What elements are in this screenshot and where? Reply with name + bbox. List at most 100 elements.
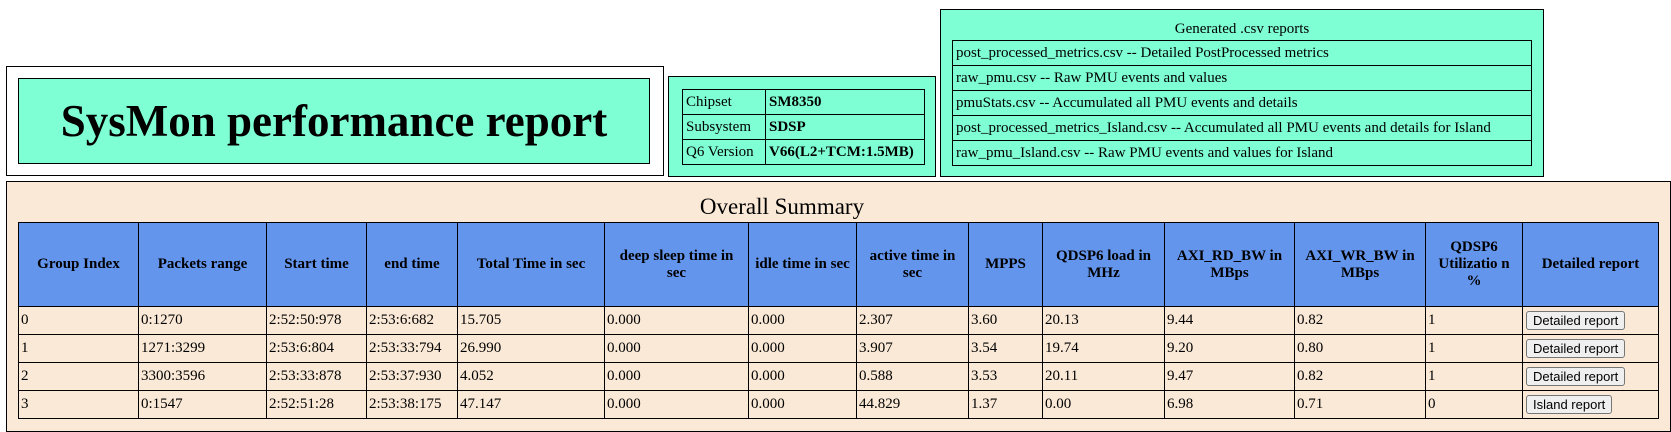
table-cell: 15.705	[457, 306, 605, 335]
table-row: 0 0:1270 2:52:50:978 2:53:6:682 15.705 0…	[18, 306, 1659, 335]
table-cell: 9.44	[1164, 306, 1295, 335]
table-cell: 2:53:37:930	[366, 362, 458, 391]
table-cell: 0.000	[748, 334, 857, 363]
table-cell: 2	[18, 362, 139, 391]
col-header: QDSP6 load in MHz	[1042, 222, 1165, 307]
table-cell: 0.000	[748, 306, 857, 335]
table-cell: 2.307	[856, 306, 969, 335]
chipset-panel: Chipset SM8350 Subsystem SDSP Q6 Version…	[668, 76, 936, 177]
title-panel: SysMon performance report	[6, 66, 664, 176]
summary-title: Overall Summary	[699, 194, 865, 219]
table-cell: 2:53:6:682	[366, 306, 458, 335]
table-cell: 0.80	[1294, 334, 1426, 363]
csv-report-item: post_processed_metrics.csv -- Detailed P…	[952, 40, 1532, 66]
table-cell: 3.60	[968, 306, 1043, 335]
col-header: end time	[366, 222, 458, 307]
col-header: idle time in sec	[748, 222, 857, 307]
island-report-button[interactable]: Island report	[1526, 395, 1613, 414]
table-cell: 9.20	[1164, 334, 1295, 363]
col-header: Detailed report	[1522, 222, 1659, 307]
table-cell: 3.54	[968, 334, 1043, 363]
table-cell: 0.000	[748, 362, 857, 391]
csv-report-item: raw_pmu_Island.csv -- Raw PMU events and…	[952, 140, 1532, 166]
table-cell: Detailed report	[1522, 306, 1659, 335]
table-cell: 2:52:50:978	[266, 306, 367, 335]
table-cell: 2:53:33:878	[266, 362, 367, 391]
table-cell: Detailed report	[1522, 362, 1659, 391]
table-cell: 19.74	[1042, 334, 1165, 363]
summary-header-row: Group Index Packets range Start time end…	[18, 222, 1659, 307]
table-cell: 20.13	[1042, 306, 1165, 335]
table-cell: 0.000	[748, 390, 857, 419]
table-cell: 0.000	[604, 362, 749, 391]
summary-table: Group Index Packets range Start time end…	[18, 222, 1659, 419]
table-cell: 0.588	[856, 362, 969, 391]
subsystem-value: SDSP	[765, 114, 925, 140]
table-cell: 3.907	[856, 334, 969, 363]
table-cell: 47.147	[457, 390, 605, 419]
table-cell: 1271:3299	[138, 334, 267, 363]
csv-report-item: pmuStats.csv -- Accumulated all PMU even…	[952, 90, 1532, 116]
col-header: deep sleep time in sec	[604, 222, 749, 307]
q6-version-label: Q6 Version	[682, 139, 766, 165]
table-cell: 1.37	[968, 390, 1043, 419]
q6-version-value: V66(L2+TCM:1.5MB)	[765, 139, 925, 165]
table-cell: 0	[1425, 390, 1523, 419]
csv-reports-panel: Generated .csv reports post_processed_me…	[940, 9, 1544, 177]
col-header: Start time	[266, 222, 367, 307]
table-cell: 6.98	[1164, 390, 1295, 419]
table-cell: 0:1547	[138, 390, 267, 419]
chipset-row: Chipset SM8350	[682, 89, 925, 115]
subsystem-row: Subsystem SDSP	[682, 114, 925, 140]
table-cell: 0.000	[604, 306, 749, 335]
csv-reports-title: Generated .csv reports	[1174, 21, 1310, 37]
table-cell: Island report	[1522, 390, 1659, 419]
table-cell: 1	[1425, 334, 1523, 363]
col-header: Packets range	[138, 222, 267, 307]
page-title: SysMon performance report	[60, 96, 608, 146]
col-header: Group Index	[18, 222, 139, 307]
col-header: AXI_WR_BW in MBps	[1294, 222, 1426, 307]
title-banner: SysMon performance report	[18, 78, 650, 164]
table-cell: 0.000	[604, 334, 749, 363]
table-row: 3 0:1547 2:52:51:28 2:53:38:175 47.147 0…	[18, 390, 1659, 419]
table-cell: 26.990	[457, 334, 605, 363]
subsystem-label: Subsystem	[682, 114, 766, 140]
col-header: AXI_RD_BW in MBps	[1164, 222, 1295, 307]
table-cell: 0.71	[1294, 390, 1426, 419]
chipset-label: Chipset	[682, 89, 766, 115]
table-cell: 2:52:51:28	[266, 390, 367, 419]
table-cell: 4.052	[457, 362, 605, 391]
csv-report-item: raw_pmu.csv -- Raw PMU events and values	[952, 65, 1532, 91]
table-cell: 0.00	[1042, 390, 1165, 419]
table-cell: 0:1270	[138, 306, 267, 335]
detailed-report-button[interactable]: Detailed report	[1526, 339, 1626, 358]
table-cell: 1	[18, 334, 139, 363]
col-header: QDSP6 Utilizatio n %	[1425, 222, 1523, 307]
table-cell: 0.82	[1294, 362, 1426, 391]
table-cell: 0	[18, 306, 139, 335]
q6-version-row: Q6 Version V66(L2+TCM:1.5MB)	[682, 139, 925, 165]
table-cell: 3.53	[968, 362, 1043, 391]
summary-panel: Overall Summary Group Index Packets rang…	[6, 181, 1671, 432]
detailed-report-button[interactable]: Detailed report	[1526, 367, 1626, 386]
table-cell: 2:53:38:175	[366, 390, 458, 419]
col-header: Total Time in sec	[457, 222, 605, 307]
table-cell: 0.000	[604, 390, 749, 419]
csv-report-item: post_processed_metrics_Island.csv -- Acc…	[952, 115, 1532, 141]
col-header: active time in sec	[856, 222, 969, 307]
chipset-value: SM8350	[765, 89, 925, 115]
chipset-table: Chipset SM8350 Subsystem SDSP Q6 Version…	[682, 89, 925, 165]
csv-reports-table: post_processed_metrics.csv -- Detailed P…	[952, 40, 1532, 166]
table-cell: 3	[18, 390, 139, 419]
table-cell: 20.11	[1042, 362, 1165, 391]
table-row: 1 1271:3299 2:53:6:804 2:53:33:794 26.99…	[18, 334, 1659, 363]
col-header: MPPS	[968, 222, 1043, 307]
table-cell: 9.47	[1164, 362, 1295, 391]
table-cell: 44.829	[856, 390, 969, 419]
detailed-report-button[interactable]: Detailed report	[1526, 311, 1626, 330]
table-cell: 0.82	[1294, 306, 1426, 335]
table-cell: 1	[1425, 362, 1523, 391]
table-cell: 3300:3596	[138, 362, 267, 391]
table-cell: 2:53:33:794	[366, 334, 458, 363]
